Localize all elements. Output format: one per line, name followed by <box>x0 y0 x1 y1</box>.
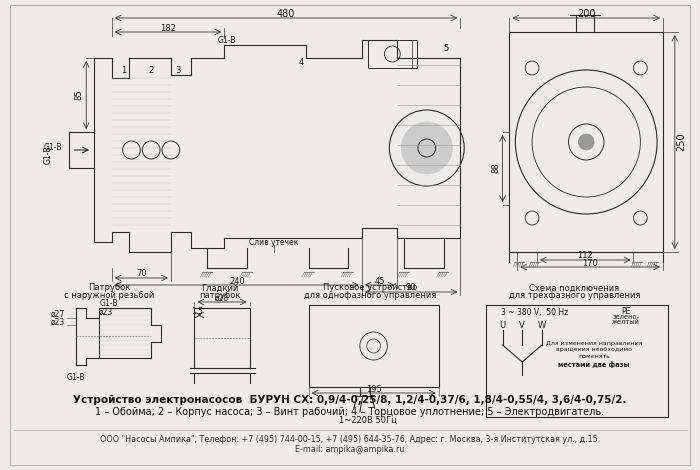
Text: Патрубок: Патрубок <box>88 283 130 292</box>
Text: жёлтый: жёлтый <box>612 319 640 325</box>
Text: 3: 3 <box>175 65 181 75</box>
Text: Схема подключения: Схема подключения <box>529 283 620 292</box>
Text: E-mail: ampika@ampika.ru: E-mail: ampika@ampika.ru <box>295 446 405 454</box>
Text: G1-В: G1-В <box>44 143 62 152</box>
Text: G1-В: G1-В <box>67 374 85 383</box>
Text: Гладкий: Гладкий <box>202 283 239 292</box>
Text: РЕ: РЕ <box>621 306 630 315</box>
Text: 2: 2 <box>148 65 154 75</box>
Text: с наружной резьбой: с наружной резьбой <box>64 290 154 299</box>
Text: 182: 182 <box>160 24 176 32</box>
Bar <box>309 305 439 387</box>
Text: 5: 5 <box>444 44 449 53</box>
Text: поменять: поменять <box>578 354 610 360</box>
Text: U: U <box>500 321 505 330</box>
Text: G1-В: G1-В <box>43 146 52 164</box>
Text: W: W <box>538 321 546 330</box>
Text: ø27: ø27 <box>50 310 64 319</box>
Text: V: V <box>519 321 525 330</box>
Text: Пусковое устройство: Пусковое устройство <box>323 283 416 292</box>
Text: 480: 480 <box>276 9 295 19</box>
Text: ø23: ø23 <box>99 307 113 316</box>
Text: вращения необходимо: вращения необходимо <box>556 347 632 352</box>
Bar <box>510 32 663 252</box>
Text: 1 – Обойма; 2 – Корпус насоса; 3 – Винт рабочий; 4 – Торцовое уплотнение; 5 – Эл: 1 – Обойма; 2 – Корпус насоса; 3 – Винт … <box>95 407 605 417</box>
Text: 3 ~ 380 V,  50 Hz: 3 ~ 380 V, 50 Hz <box>501 308 568 318</box>
Text: ø23: ø23 <box>50 318 64 327</box>
Bar <box>368 40 417 68</box>
Text: зелено-: зелено- <box>612 314 639 320</box>
Text: Слив утечек: Слив утечек <box>249 237 299 246</box>
Text: местами две фазы: местами две фазы <box>559 360 630 368</box>
Text: 195: 195 <box>365 384 382 393</box>
Bar <box>486 305 668 417</box>
Text: патрубок: патрубок <box>199 290 241 299</box>
Text: ø28: ø28 <box>215 293 229 303</box>
Text: 45: 45 <box>374 276 385 285</box>
Text: ООО "Насосы Ампика", Телефон: +7 (495) 744-00-15, +7 (495) 644-35-76, Адрес: г. : ООО "Насосы Ампика", Телефон: +7 (495) 7… <box>100 436 600 445</box>
Text: 4: 4 <box>298 57 303 66</box>
Text: 85: 85 <box>75 90 84 100</box>
Text: 1: 1 <box>121 65 126 75</box>
Text: для однофазного управления: для однофазного управления <box>304 290 436 299</box>
Text: 250: 250 <box>677 133 687 151</box>
Circle shape <box>401 122 452 174</box>
Text: 112: 112 <box>578 251 593 260</box>
Text: G1-В: G1-В <box>218 36 236 45</box>
Text: Устройство электронасосов  БУРУН СХ: 0,9/4-0,25/8, 1,2/4-0,37/6, 1,8/4-0,55/4, 3: Устройство электронасосов БУРУН СХ: 0,9/… <box>74 395 626 405</box>
Text: 1.5: 1.5 <box>191 306 204 315</box>
Text: для трёхфазного управления: для трёхфазного управления <box>509 290 640 299</box>
Text: 240: 240 <box>229 276 245 285</box>
Text: 90: 90 <box>406 283 416 292</box>
Text: 70: 70 <box>136 269 146 279</box>
Text: Для изменения направления: Для изменения направления <box>546 340 643 345</box>
Text: 1~220В 50Гц: 1~220В 50Гц <box>339 415 397 424</box>
Circle shape <box>578 134 594 150</box>
Text: 170: 170 <box>582 258 598 267</box>
Text: 88: 88 <box>491 163 500 173</box>
Text: 200: 200 <box>577 9 596 19</box>
Text: G1-В: G1-В <box>99 298 118 307</box>
